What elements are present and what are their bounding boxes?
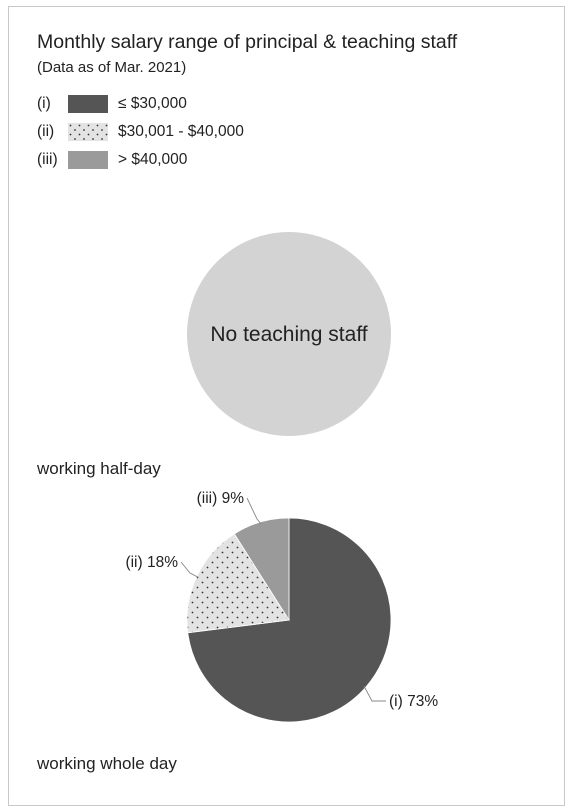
leader-line bbox=[364, 686, 386, 701]
leader-line bbox=[181, 562, 199, 577]
no-data-label: No teaching staff bbox=[210, 323, 367, 346]
pie-caption-half-day: working half-day bbox=[37, 459, 161, 479]
slice-label: (i) 73% bbox=[389, 693, 438, 710]
pie-whole-day: (i) 73% (ii) 18% (iii) 9% bbox=[125, 490, 438, 722]
pie-caption-whole-day: working whole day bbox=[37, 754, 177, 774]
slice-label: (iii) 9% bbox=[197, 490, 245, 507]
leader-line bbox=[247, 498, 261, 524]
slice-label: (ii) 18% bbox=[125, 554, 178, 571]
